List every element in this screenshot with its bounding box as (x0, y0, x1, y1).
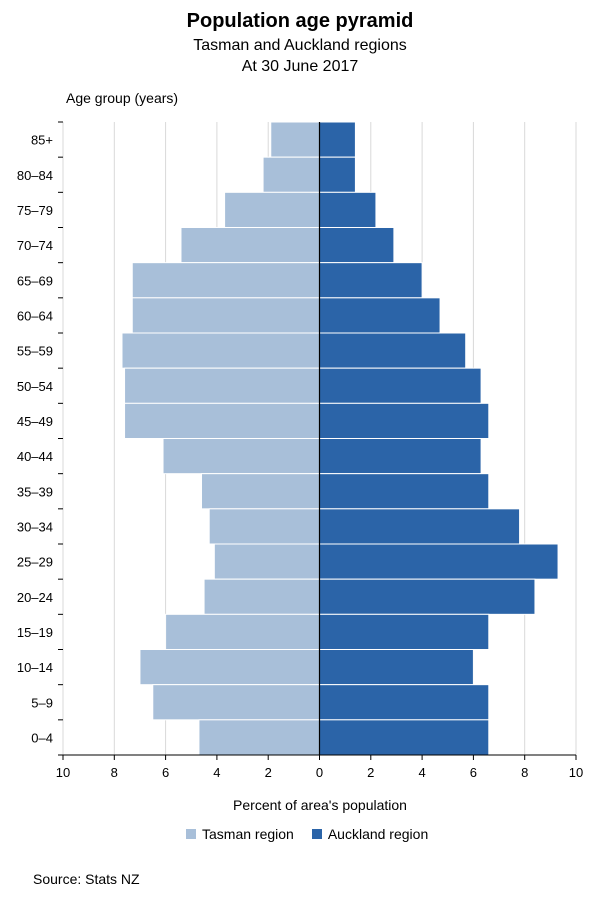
bar-tasman (198, 719, 321, 756)
legend-item-auckland: Auckland region (311, 826, 429, 842)
bar-tasman (124, 367, 320, 404)
chart-subtitle-2: At 30 June 2017 (241, 58, 359, 75)
y-tick-label: 60–64 (17, 308, 53, 323)
y-axis-label: Age group (years) (66, 90, 179, 106)
legend-swatch-auckland (311, 829, 322, 839)
bar-auckland (319, 578, 536, 615)
bar-auckland (319, 613, 490, 650)
y-tick-label: 0–4 (31, 730, 53, 745)
x-tick-label: 10 (569, 765, 583, 780)
x-tick-label: 2 (367, 765, 374, 780)
y-tick-label: 20–24 (17, 590, 53, 605)
x-tick-label: 8 (111, 765, 118, 780)
y-tick-label: 5–9 (31, 695, 53, 710)
y-tick-label: 50–54 (17, 379, 53, 394)
bar-auckland (319, 402, 490, 440)
bar-auckland (319, 121, 356, 158)
y-tick-label: 35–39 (17, 484, 53, 499)
y-tick-label: 40–44 (17, 449, 53, 464)
bar-tasman (139, 649, 320, 686)
y-tick-label: 80–84 (17, 168, 53, 183)
x-tick-label: 6 (162, 765, 169, 780)
bar-tasman (201, 473, 320, 510)
bar-auckland (319, 438, 482, 475)
bar-auckland (319, 332, 467, 369)
bar-auckland (319, 508, 521, 545)
source-note: Source: Stats NZ (33, 871, 140, 887)
bar-auckland (319, 684, 490, 721)
bar-tasman (203, 578, 320, 615)
x-tick-label: 8 (521, 765, 528, 780)
bar-auckland (319, 367, 482, 404)
legend: Tasman region Auckland region (186, 826, 446, 842)
x-tick-label: 4 (418, 765, 425, 780)
y-tick-label: 15–19 (17, 625, 53, 640)
y-tick-label: 85+ (31, 133, 53, 148)
legend-label-auckland: Auckland region (327, 826, 429, 842)
bar-tasman (213, 543, 321, 580)
x-tick-label: 10 (56, 765, 70, 780)
x-tick-label: 6 (470, 765, 477, 780)
y-tick-label: 25–29 (17, 555, 53, 570)
bar-tasman (224, 191, 320, 228)
bar-auckland (319, 719, 490, 756)
y-tick-label: 10–14 (17, 660, 53, 675)
bar-tasman (124, 402, 320, 440)
bar-tasman (131, 262, 320, 299)
bar-tasman (152, 684, 320, 721)
y-tick-label: 65–69 (17, 273, 53, 288)
bar-tasman (262, 156, 321, 193)
chart-title: Population age pyramid (186, 10, 414, 32)
x-axis-label: Percent of area's population (233, 797, 407, 813)
y-tick-label: 75–79 (17, 203, 53, 218)
bar-auckland (319, 191, 377, 228)
legend-swatch-tasman (186, 829, 196, 839)
bar-tasman (131, 297, 320, 334)
legend-label-tasman: Tasman region (202, 826, 294, 842)
y-tick-label: 30–34 (17, 519, 53, 534)
bar-tasman (180, 227, 320, 264)
bar-auckland (319, 156, 356, 193)
bar-tasman (208, 508, 320, 545)
bar-tasman (270, 121, 321, 158)
bar-tasman (162, 438, 320, 475)
bar-auckland (319, 227, 395, 264)
bar-tasman (121, 332, 321, 369)
bar-auckland (319, 649, 474, 686)
x-tick-label: 0 (316, 765, 323, 780)
x-tick-label: 4 (213, 765, 220, 780)
bar-auckland (319, 543, 559, 580)
y-tick-label: 70–74 (17, 238, 53, 253)
x-tick-label: 2 (265, 765, 272, 780)
bar-auckland (319, 262, 423, 299)
bar-auckland (319, 473, 490, 510)
bar-auckland (319, 297, 441, 334)
chart-subtitle-1: Tasman and Auckland regions (193, 37, 407, 54)
legend-item-tasman: Tasman region (186, 826, 294, 842)
y-tick-label: 45–49 (17, 414, 53, 429)
bar-tasman (165, 613, 320, 650)
y-tick-label: 55–59 (17, 344, 53, 359)
